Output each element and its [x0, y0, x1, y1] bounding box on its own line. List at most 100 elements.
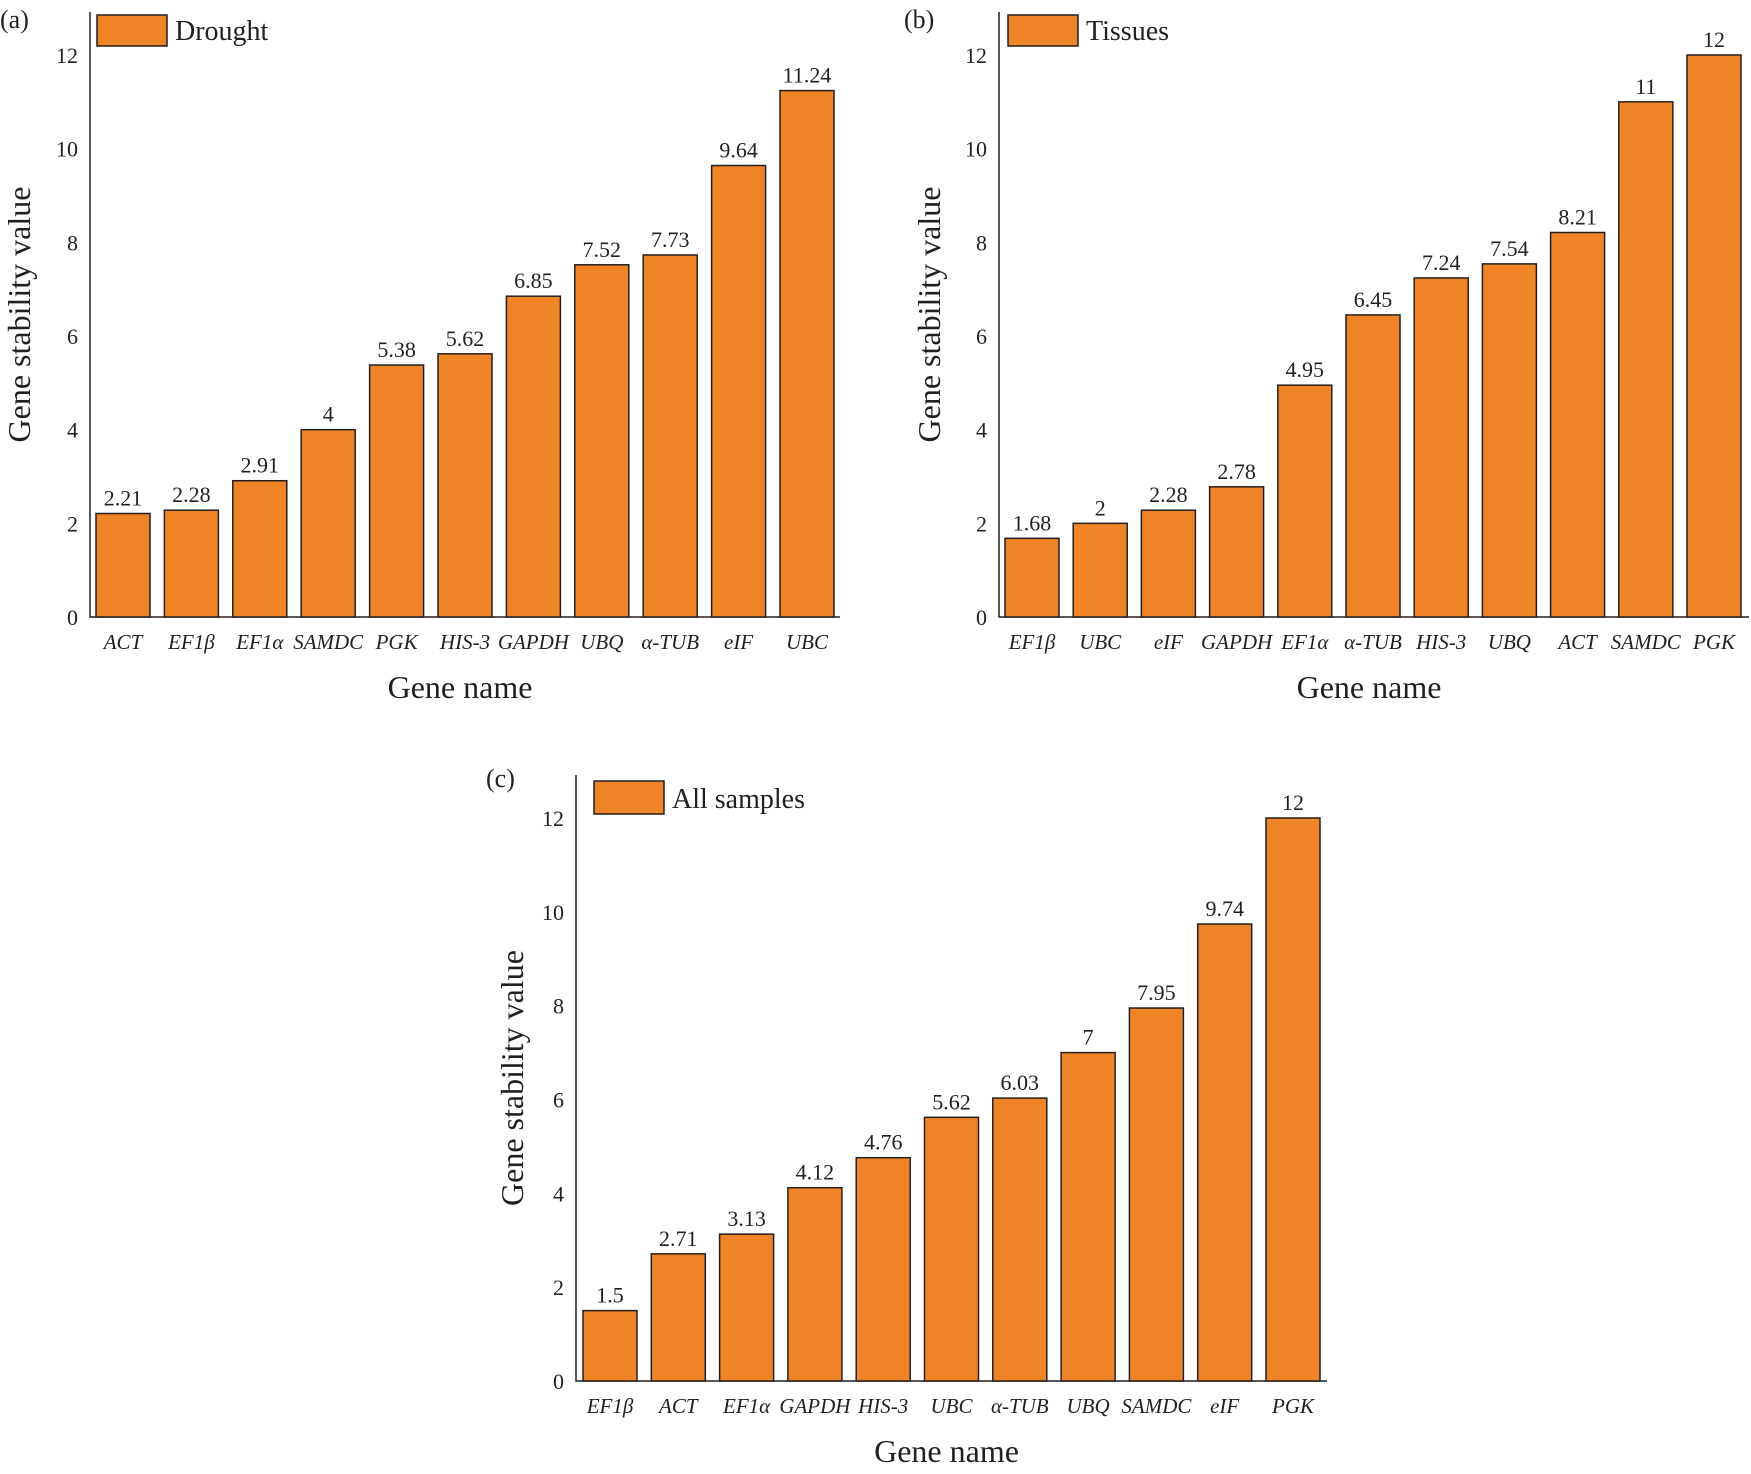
x-tick-label: ACT: [657, 1394, 699, 1418]
bar-value-label: 8.21: [1558, 204, 1597, 229]
bar-value-label: 2: [1095, 495, 1106, 520]
bar-UBQ: [574, 264, 630, 618]
bar-UBC: [779, 89, 835, 618]
x-tick-label: UBC: [786, 630, 829, 654]
bar-EF1β: [1004, 537, 1060, 618]
x-tick-label: EF1α: [1280, 630, 1329, 654]
x-tick-label: ACT: [102, 630, 144, 654]
bar-UBQ: [1481, 263, 1538, 618]
bar-value-label: 5.38: [377, 337, 416, 362]
bar-value-label: 2.28: [172, 482, 211, 507]
bar-ACT: [95, 512, 151, 618]
x-tick-label: EF1α: [722, 1394, 771, 1418]
x-tick-label: eIF: [1154, 630, 1183, 654]
x-tick-label: HIS-3: [1415, 630, 1466, 654]
bar-PGK: [1265, 817, 1321, 1382]
y-tick-label: 6: [553, 1088, 564, 1113]
y-axis-title: Gene stability value: [1, 187, 37, 443]
x-tick-label: GAPDH: [779, 1394, 852, 1418]
bar-value-label: 3.13: [727, 1206, 766, 1231]
x-tick-label: UBQ: [1067, 1394, 1110, 1418]
panel-label: (c): [486, 764, 515, 793]
bar-SAMDC: [1618, 101, 1674, 618]
bar-value-label: 6.45: [1354, 287, 1393, 312]
legend-swatch: [593, 780, 665, 815]
bar-value-label: 7.54: [1490, 236, 1529, 261]
panel-label: (b): [904, 5, 934, 34]
x-tick-label: UBC: [931, 1394, 974, 1418]
x-tick-label: EF1β: [1008, 630, 1056, 654]
bar-HIS-3: [855, 1156, 911, 1382]
bar-EF1α: [718, 1233, 775, 1382]
y-tick-label: 10: [56, 137, 78, 162]
x-tick-label: GAPDH: [498, 630, 571, 654]
y-tick-label: 8: [67, 230, 78, 255]
bar-value-label: 11: [1635, 74, 1656, 99]
x-tick-label: GAPDH: [1201, 630, 1274, 654]
x-tick-label: α-TUB: [991, 1394, 1049, 1418]
x-tick-label: UBQ: [1488, 630, 1531, 654]
x-tick-label: SAMDC: [1611, 630, 1682, 654]
y-tick-label: 12: [56, 43, 78, 68]
y-axis-title: Gene stability value: [494, 950, 530, 1206]
y-tick-label: 10: [542, 900, 564, 925]
chart-panel-a: 0 2 4 6 8 10 12 2.21 ACT 2.28 EF1β 2.91 EF1α 4 SAMDC 5.…: [0, 5, 840, 705]
y-tick-label: 12: [542, 806, 564, 831]
x-tick-label: EF1α: [235, 630, 284, 654]
bar-ACT: [1549, 231, 1606, 618]
x-tick-label: EF1β: [167, 630, 215, 654]
legend-label: Drought: [175, 16, 269, 47]
x-axis-title: Gene name: [874, 1433, 1019, 1469]
legend-label: Tissues: [1086, 16, 1169, 47]
bar-value-label: 2.71: [659, 1226, 698, 1251]
y-tick-label: 2: [976, 511, 987, 536]
x-tick-label: UBC: [1079, 630, 1122, 654]
y-tick-label: 6: [67, 324, 78, 349]
y-axis-title: Gene stability value: [911, 187, 947, 443]
bar-PGK: [368, 364, 425, 618]
bar-value-label: 2.78: [1217, 459, 1256, 484]
bar-EF1β: [163, 509, 220, 618]
x-tick-label: SAMDC: [293, 630, 364, 654]
bar-SAMDC: [1128, 1007, 1185, 1382]
bar-EF1α: [232, 479, 288, 618]
x-tick-label: SAMDC: [1121, 1394, 1192, 1418]
x-tick-label: UBQ: [580, 630, 623, 654]
legend-label: All samples: [672, 784, 805, 815]
bar-EF1β: [582, 1309, 638, 1382]
bar-value-label: 7.95: [1137, 980, 1176, 1005]
y-tick-label: 8: [553, 994, 564, 1019]
y-tick-label: 10: [965, 137, 987, 162]
y-tick-label: 0: [67, 605, 78, 630]
y-tick-label: 0: [553, 1369, 564, 1394]
x-tick-label: HIS-3: [439, 630, 490, 654]
x-tick-label: PGK: [1692, 630, 1736, 654]
legend-swatch: [1007, 14, 1079, 47]
bar-UBC: [1072, 522, 1128, 618]
bar-value-label: 1.68: [1013, 510, 1052, 535]
bar-value-label: 2.21: [104, 485, 143, 510]
bar-value-label: 12: [1282, 790, 1304, 815]
y-tick-label: 4: [553, 1181, 564, 1206]
x-tick-label: ACT: [1556, 630, 1598, 654]
bar-value-label: 6.03: [1001, 1070, 1040, 1095]
chart-panel-b: 0 2 4 6 8 10 12 1.68 EF1β 2 UBC 2.28 eIF 2.78 GAPDH 4.9…: [904, 5, 1749, 705]
x-tick-label: α-TUB: [641, 630, 699, 654]
bar-value-label: 2.28: [1149, 482, 1188, 507]
x-tick-label: eIF: [1210, 1394, 1239, 1418]
x-axis-title: Gene name: [388, 669, 533, 705]
x-axis-title: Gene name: [1297, 669, 1442, 705]
bar-value-label: 7.24: [1422, 250, 1461, 275]
y-tick-label: 12: [965, 43, 987, 68]
bar-value-label: 4.12: [796, 1160, 835, 1185]
x-tick-label: HIS-3: [857, 1394, 908, 1418]
bar-GAPDH: [787, 1186, 843, 1382]
bar-value-label: 4.76: [864, 1130, 903, 1155]
chart-panel-c: 0 2 4 6 8 10 12 1.5 EF1β 2.71 ACT 3.13 EF1α 4.12 GAPDH…: [486, 764, 1327, 1469]
x-tick-label: PGK: [1271, 1394, 1315, 1418]
bar-value-label: 7.52: [583, 237, 622, 262]
y-tick-label: 2: [553, 1275, 564, 1300]
bar-value-label: 9.74: [1205, 896, 1244, 921]
y-tick-label: 6: [976, 324, 987, 349]
bar-value-label: 11.24: [783, 63, 832, 88]
